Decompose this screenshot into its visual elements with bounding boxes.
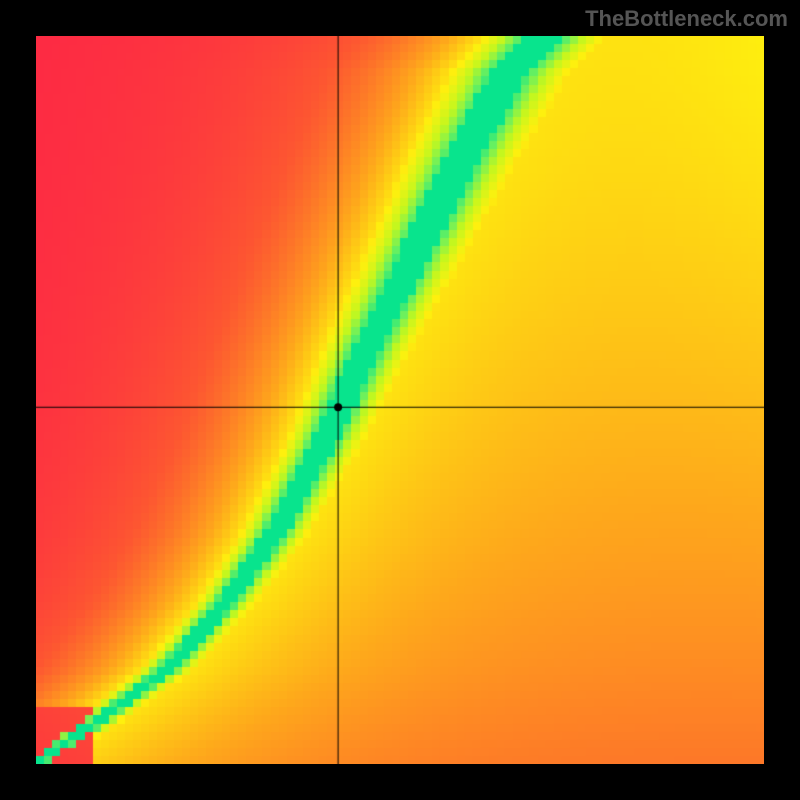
bottleneck-heatmap — [36, 36, 764, 764]
watermark-text: TheBottleneck.com — [585, 6, 788, 32]
